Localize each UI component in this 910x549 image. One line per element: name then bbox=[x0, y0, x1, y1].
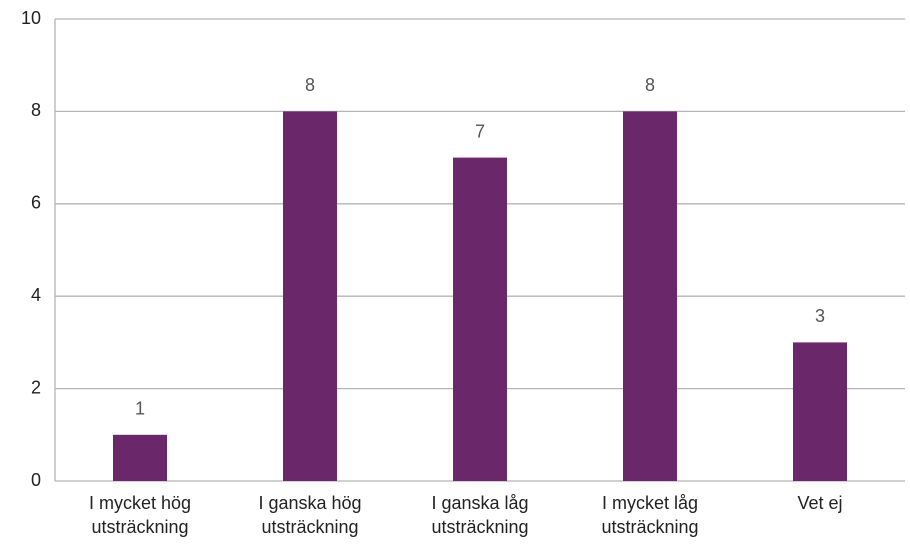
x-tick-label: Vet ej bbox=[797, 493, 843, 513]
data-label: 8 bbox=[305, 75, 315, 95]
bar bbox=[113, 434, 167, 481]
bar bbox=[283, 111, 337, 482]
x-tick-label: I mycket låg utsträckning bbox=[601, 493, 699, 537]
y-tick-label: 2 bbox=[31, 377, 41, 397]
data-label: 7 bbox=[475, 121, 485, 141]
y-tick-label: 0 bbox=[31, 470, 41, 490]
x-tick-label: I mycket hög utsträckning bbox=[88, 493, 192, 537]
bar bbox=[793, 342, 847, 481]
x-tick-label: I ganska låg utsträckning bbox=[431, 493, 529, 537]
x-tick-label: I ganska hög utsträckning bbox=[258, 493, 362, 537]
y-tick-label: 4 bbox=[31, 285, 41, 305]
data-label: 1 bbox=[135, 399, 145, 419]
bar bbox=[453, 157, 507, 481]
data-label: 8 bbox=[645, 75, 655, 95]
data-label: 3 bbox=[815, 306, 825, 326]
bar bbox=[623, 111, 677, 482]
y-tick-label: 8 bbox=[31, 100, 41, 120]
y-tick-label: 10 bbox=[21, 8, 41, 28]
y-tick-label: 6 bbox=[31, 193, 41, 213]
